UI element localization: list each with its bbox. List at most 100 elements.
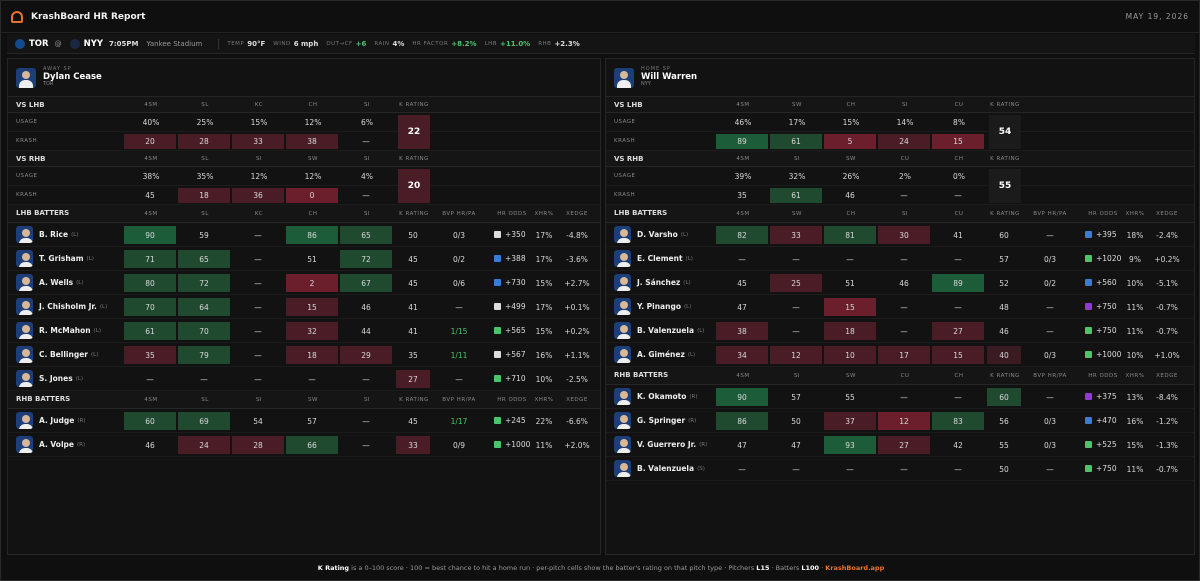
hr-odds[interactable]: +375 [1085,385,1137,408]
usage-label: USAGE [614,119,636,125]
pitch-rating-cell: 71 [124,250,176,268]
usage-value: 17% [788,117,806,127]
hr-odds[interactable]: +1000 [1085,343,1137,366]
hr-odds[interactable]: +1000 [494,433,546,456]
hr-odds[interactable]: +560 [1085,271,1137,294]
batter-name[interactable]: T. Grisham [39,254,84,263]
batter-name[interactable]: S. Jones [39,374,73,383]
sportsbook-icon [494,327,501,334]
batter-row[interactable]: J. Sánchez (L) 45 25 51 46 89 52 0/2 +560 10% -5.1% [606,271,1194,295]
batter-name[interactable]: R. McMahon [39,326,91,335]
batter-avatar [16,322,33,339]
krash-value: 36 [232,188,284,203]
batter-name[interactable]: B. Valenzuela [637,326,695,335]
batter-name[interactable]: A. Wells [39,278,74,287]
k-rating-header: K RATING [399,155,429,162]
pitch-type-header: CH [954,372,964,379]
batter-avatar [16,412,33,429]
batter-row[interactable]: A. Giménez (L) 34 12 10 17 15 40 0/3 +1000 10% +1.0… [606,343,1194,367]
batter-name[interactable]: J. Chisholm Jr. [39,302,97,311]
pitch-rating-cell: 51 [307,254,317,264]
hr-odds[interactable]: +470 [1085,409,1137,432]
pitch-type-header: 4SM [736,155,750,162]
batter-row[interactable]: A. Judge (R) 60 69 54 57 — 45 1/17 +245 22% -6.6% [8,409,600,433]
pitcher-name: Will Warren [641,71,698,82]
batter-name[interactable]: E. Clement [637,254,683,263]
home-team-logo-icon [69,38,80,49]
batter-identity: R. McMahon (L) [16,319,101,342]
krash-value: 45 [145,191,155,200]
batter-name[interactable]: A. Volpe [39,440,74,449]
batter-hand: (L) [93,327,101,334]
hr-odds[interactable]: +1020 [1085,247,1137,270]
pitcher-meta: HOME SP Will Warren NYY [641,66,698,88]
pitch-rating-cell: 69 [178,412,230,430]
hr-odds[interactable]: +750 [1085,457,1137,480]
batter-name[interactable]: G. Springer [637,416,686,425]
split-title: VS RHB [16,155,46,163]
k-rating-cell: 57 [999,254,1009,264]
batter-name[interactable]: V. Guerrero Jr. [637,440,697,449]
batter-name[interactable]: J. Sánchez [637,278,681,287]
pitch-rating-cell: — [738,464,746,474]
hr-odds[interactable]: +750 [1085,319,1137,342]
pitch-rating-cell: — [254,374,262,384]
hr-odds[interactable]: +499 [494,295,546,318]
k-rating-cell: 45 [408,278,418,288]
krash-row: KRASH 45 18 36 0 — [8,186,600,205]
batter-name[interactable]: B. Valenzuela [637,464,695,473]
batter-row[interactable]: Y. Pinango (L) 47 — 15 — — 48 — +750 11% -0.7% [606,295,1194,319]
hr-odds[interactable]: +350 [494,223,546,246]
xhr-value: 15% [535,326,553,336]
batter-row[interactable]: A. Volpe (R) 46 24 28 66 — 33 0/9 +1000 11% +2.0% [8,433,600,457]
batter-name[interactable]: C. Bellinger [39,350,88,359]
batter-name[interactable]: K. Okamoto [637,392,687,401]
brand-link[interactable]: KrashBoard.app [825,563,885,572]
hr-odds[interactable]: +525 [1085,433,1137,456]
xedge-value: -1.2% [1156,416,1178,426]
batter-row[interactable]: D. Varsho (L) 82 33 81 30 41 60 — +395 18% -2.4% [606,223,1194,247]
hr-odds[interactable]: +245 [494,409,546,432]
batter-identity: B. Rice (L) [16,223,78,246]
pitch-rating-cell: 86 [286,226,338,244]
batter-name[interactable]: A. Judge [39,416,75,425]
bvp-header: BVP HR/PA [442,396,476,403]
xhr-value: 17% [535,254,553,264]
batter-row[interactable]: A. Wells (L) 80 72 — 2 67 45 0/6 +730 15% +2.7% [8,271,600,295]
hr-factor-value: +8.2% [451,39,477,48]
pitcher-team: NYY [641,81,651,88]
hr-odds[interactable]: +567 [494,343,546,366]
pitch-rating-cell: — [954,254,962,264]
batter-row[interactable]: B. Valenzuela (L) 38 — 18 — 27 46 — +750 11% -0.7% [606,319,1194,343]
hr-odds[interactable]: +710 [494,367,546,390]
batter-avatar [16,250,33,267]
pitch-rating-cell: 42 [953,440,963,450]
batter-row[interactable]: K. Okamoto (R) 90 57 55 — — 60 — +375 13% -8.4% [606,385,1194,409]
batter-row[interactable]: R. McMahon (L) 61 70 — 32 44 41 1/15 +565 15% +0.2% [8,319,600,343]
batter-name[interactable]: B. Rice [39,230,69,239]
pitch-rating-cell: 66 [286,436,338,454]
batter-row[interactable]: C. Bellinger (L) 35 79—18 29 35 1/11 +567 16% +1.… [8,343,600,367]
batter-row[interactable]: S. Jones (L) — — — — — 27 — +710 10% -2.5% [8,367,600,391]
usage-value: 35% [196,171,214,181]
hr-odds[interactable]: +750 [1085,295,1137,318]
hr-odds[interactable]: +565 [494,319,546,342]
pitch-rating-cell: 12 [770,346,822,364]
batter-row[interactable]: J. Chisholm Jr. (L) 70 64 — 15 46 41 — +499 17% +0.… [8,295,600,319]
k-rating-cell: 41 [408,326,418,336]
hr-odds[interactable]: +395 [1085,223,1137,246]
k-rating-cell: 60 [987,388,1021,406]
hr-odds[interactable]: +730 [494,271,546,294]
batter-row[interactable]: G. Springer (R) 86 50 37 12 83 56 0/3 +470 16% -1.2… [606,409,1194,433]
batter-row[interactable]: V. Guerrero Jr. (R) 47 47 93 27 42 55 0/3 +525 15%… [606,433,1194,457]
batter-row[interactable]: E. Clement (L) — — — — — 57 0/3 +1020 9% +0.2% [606,247,1194,271]
batter-name[interactable]: D. Varsho [637,230,678,239]
batter-name[interactable]: A. Giménez [637,350,685,359]
batter-row[interactable]: B. Valenzuela (S) — — — — — 50 — +750 11% -0.7% [606,457,1194,481]
hr-odds[interactable]: +388 [494,247,546,270]
pitch-type-header: KC [254,101,264,108]
batter-row[interactable]: B. Rice (L) 90 59 — 86 65 50 0/3 +350 17% -4.8% [8,223,600,247]
hr-odds-value: +395 [1096,230,1117,239]
batter-name[interactable]: Y. Pinango [637,302,681,311]
batter-row[interactable]: T. Grisham (L) 71 65 — 51 72 45 0/2 +388 17% -3.6% [8,247,600,271]
